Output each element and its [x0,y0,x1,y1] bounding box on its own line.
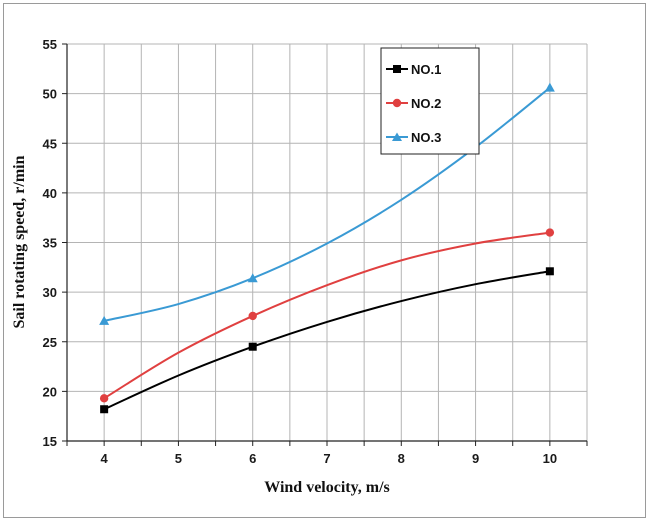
legend-marker-no1 [393,65,401,73]
series-no1 [100,267,554,414]
data-point-no2 [248,311,257,321]
y-tick-label: 30 [43,285,57,300]
x-tick-label: 8 [398,451,405,466]
series-line-no1 [103,270,551,411]
data-point-no3 [99,315,110,325]
x-tick-label: 6 [249,451,256,466]
x-tick-label: 7 [323,451,330,466]
data-point-no3 [544,82,555,92]
data-point-no1 [545,267,554,276]
legend-entry-no3: NO.3 [386,130,441,145]
data-point-no2 [545,228,555,237]
axes [62,43,588,446]
series-line-no2 [103,231,551,400]
legend-label-no2: NO.2 [411,96,441,111]
data-point-no1 [248,342,257,351]
legend-label-no3: NO.3 [411,130,441,145]
data-point-no1 [100,405,109,414]
x-tick-label: 9 [472,451,479,466]
y-tick-labels: 15 20 25 30 35 40 45 50 55 [43,37,57,449]
y-tick-label: 20 [43,384,57,399]
data-point-no3 [247,273,258,283]
data-point-no2 [99,394,109,403]
y-tick-label: 35 [43,236,57,251]
y-tick-label: 50 [43,87,57,102]
x-tick-label: 4 [101,451,109,466]
y-tick-label: 55 [43,37,57,52]
series-no2 [99,228,555,403]
x-tick-label: 5 [175,451,182,466]
x-axis-title: Wind velocity, m/s [264,479,390,496]
legend-marker-no2 [392,98,402,108]
legend-entry-no1: NO.1 [386,62,441,77]
legend-label-no1: NO.1 [411,62,441,77]
y-tick-label: 25 [43,335,57,350]
y-tick-label: 40 [43,186,57,201]
y-tick-label: 15 [43,434,57,449]
chart-frame [3,3,646,518]
legend-entry-no2: NO.2 [386,96,441,111]
y-tick-label: 45 [43,136,57,151]
x-tick-labels: 4 5 6 7 8 9 10 [101,451,558,466]
y-axis-title: Sail rotating speed, r/min [11,155,28,328]
legend-marker-no3 [392,132,402,141]
x-tick-label: 10 [543,451,557,466]
legend: NO.1 NO.2 NO.3 [380,47,480,155]
